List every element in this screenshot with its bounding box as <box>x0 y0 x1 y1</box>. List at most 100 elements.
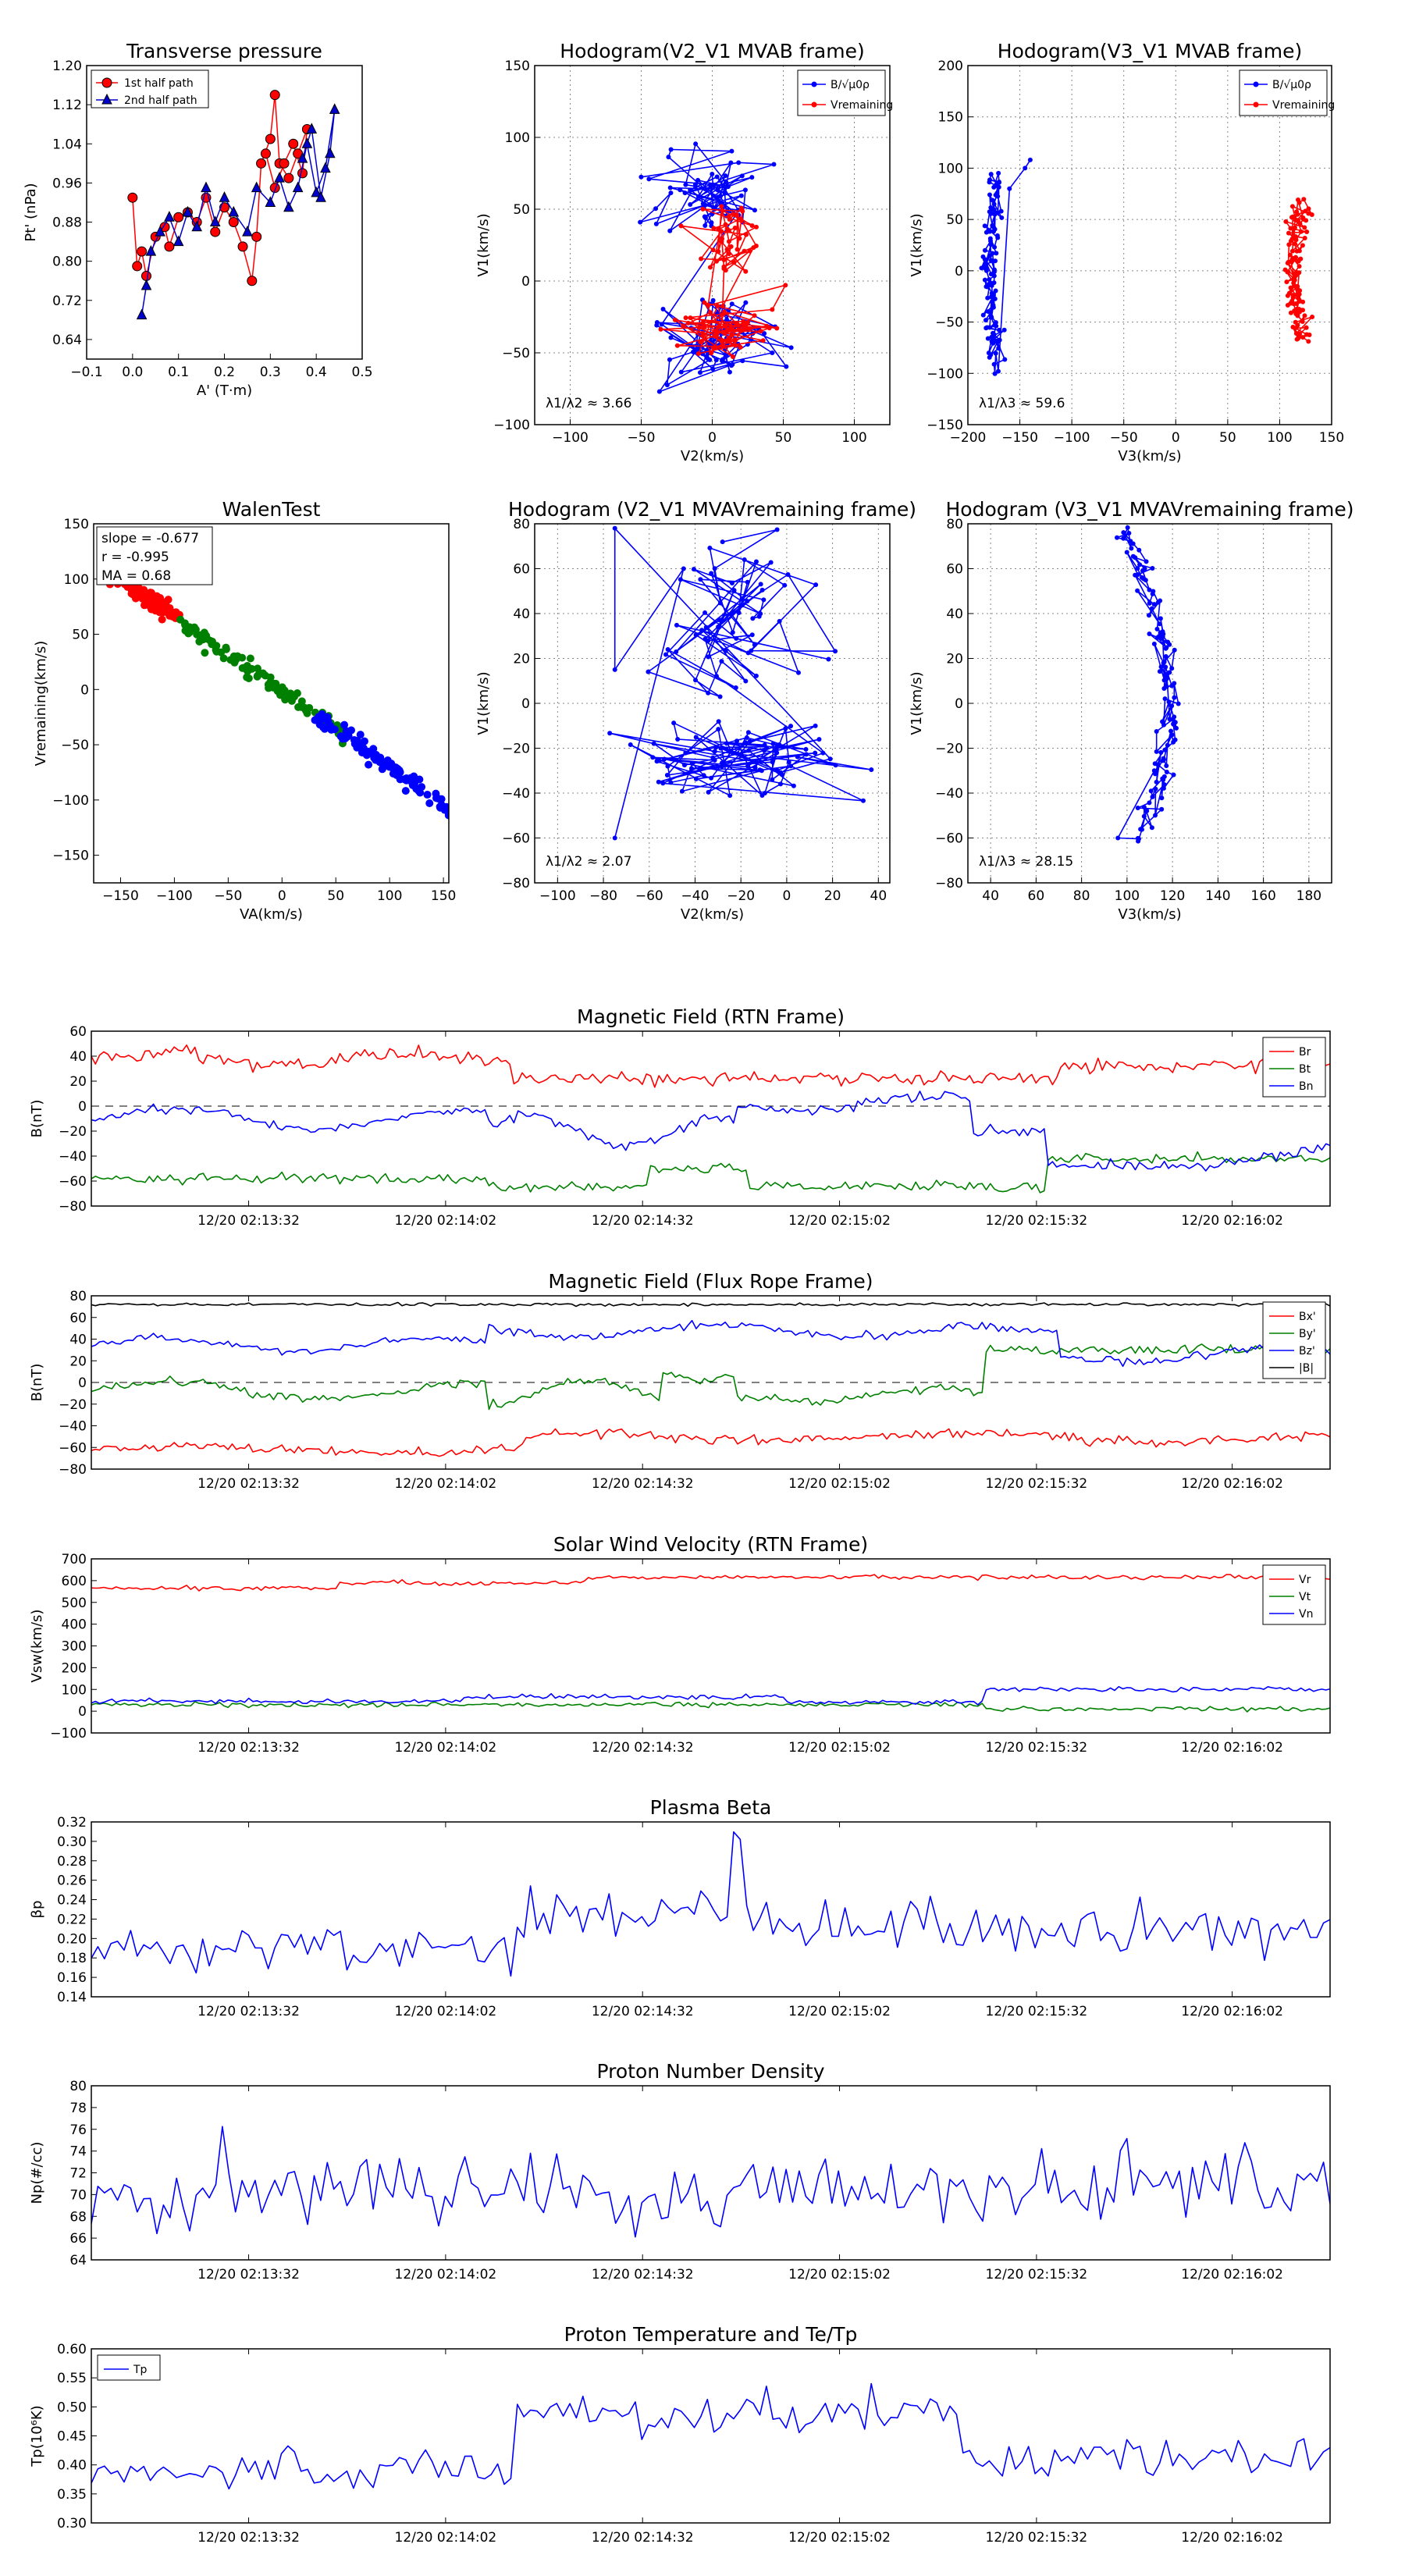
trace-point <box>1161 686 1167 692</box>
trace-point <box>711 226 717 231</box>
trace-point <box>725 184 731 190</box>
trace-point <box>720 304 725 309</box>
time-tick-label: 12/20 02:13:32 <box>197 2004 300 2019</box>
trace-point <box>1163 664 1168 670</box>
walen-point <box>158 615 166 624</box>
trace-point <box>665 763 670 769</box>
y-tick-label: 0.72 <box>52 294 82 309</box>
trace-point <box>688 187 693 193</box>
y-tick-label: 0.28 <box>57 1854 87 1870</box>
trace-0 <box>1116 526 1179 842</box>
legend-marker <box>1253 101 1259 108</box>
trace-point <box>1160 719 1165 724</box>
x-tick-label: 80 <box>1073 888 1090 904</box>
trace-point <box>994 233 1000 238</box>
walen-point <box>168 609 176 617</box>
time-tick-label: 12/20 02:14:02 <box>395 2267 497 2282</box>
walen-point <box>272 680 280 688</box>
x-tick-label: −100 <box>539 888 576 904</box>
y-tick-label: 0.30 <box>57 2516 87 2532</box>
x-tick-label: −100 <box>552 430 589 446</box>
data-point <box>242 225 253 237</box>
trace-point <box>729 611 735 617</box>
x-tick-label: −150 <box>1001 430 1038 446</box>
trace-point <box>991 184 997 190</box>
y-tick-label: 0 <box>955 264 963 279</box>
axes-frame <box>91 1821 1331 1998</box>
data-point <box>297 151 308 163</box>
x-tick-label: 20 <box>824 888 841 904</box>
walen-point <box>380 760 389 769</box>
y-tick-label: 68 <box>69 2209 87 2225</box>
x-axis-label: V2(km/s) <box>681 906 744 923</box>
trace-point <box>663 652 669 657</box>
trace-point <box>719 338 724 343</box>
walen-point <box>294 703 303 711</box>
trace-point <box>739 173 745 179</box>
trace-point <box>1147 631 1152 636</box>
trace-point <box>720 311 726 317</box>
trace-point <box>1147 587 1152 592</box>
trace-point <box>1148 788 1154 794</box>
trace-point <box>987 177 993 183</box>
trace-point <box>713 358 719 363</box>
trace-point <box>717 600 723 606</box>
trace-point <box>681 323 686 329</box>
time-tick-label: 12/20 02:15:02 <box>788 1213 891 1229</box>
trace-1 <box>660 205 787 358</box>
y-tick-label: 0 <box>80 682 89 698</box>
trace-point <box>726 239 731 244</box>
trace-point <box>992 296 998 301</box>
trace-point <box>985 336 991 341</box>
trace-point <box>788 763 794 769</box>
x-tick-label: 0.0 <box>122 365 143 380</box>
trace-point <box>816 737 822 742</box>
trace-point <box>732 338 738 343</box>
trace-point <box>1151 768 1157 774</box>
trace-point <box>699 628 705 633</box>
trace-point <box>710 193 716 198</box>
trace-point <box>1288 226 1293 231</box>
series-line-0 <box>91 1574 1330 1592</box>
x-tick-label: 0.2 <box>214 365 235 380</box>
y-tick-label: 74 <box>69 2144 87 2160</box>
walen-point <box>176 615 185 624</box>
trace-point <box>1306 339 1311 344</box>
y-tick-label: −80 <box>935 876 963 891</box>
trace-point <box>726 251 731 257</box>
trace-point <box>759 587 765 592</box>
trace-point <box>1304 325 1309 330</box>
trace-point <box>994 340 1000 345</box>
y-tick-label: −40 <box>59 1419 87 1435</box>
trace-point <box>1290 233 1296 238</box>
trace-point <box>1297 288 1303 294</box>
legend: Br Bt Bn <box>1262 1037 1326 1098</box>
data-point <box>247 276 258 286</box>
trace-point <box>753 224 759 229</box>
data-point <box>219 191 230 202</box>
trace-point <box>1163 646 1168 651</box>
walen-point <box>341 735 350 743</box>
trace-point <box>774 746 779 752</box>
trace-point <box>726 336 731 341</box>
trace-point <box>1165 742 1170 748</box>
legend-marker <box>811 81 817 87</box>
trace-point <box>996 184 1001 190</box>
trace-point <box>833 763 838 768</box>
walen-point <box>148 601 156 610</box>
walen-point <box>327 725 336 734</box>
trace-point <box>1171 721 1176 727</box>
trace-point <box>753 243 759 248</box>
y-tick-label: 64 <box>69 2253 87 2268</box>
trace-point <box>991 303 996 308</box>
trace-point <box>733 685 738 691</box>
trace-point <box>1121 530 1126 535</box>
trace-point <box>1001 327 1007 333</box>
trace-point <box>1141 813 1147 819</box>
trace-point <box>707 265 713 270</box>
trace-point <box>752 313 757 318</box>
trace-point <box>702 223 708 229</box>
x-tick-label: 100 <box>377 888 402 904</box>
trace-point <box>693 632 699 638</box>
trace-0 <box>609 527 873 838</box>
